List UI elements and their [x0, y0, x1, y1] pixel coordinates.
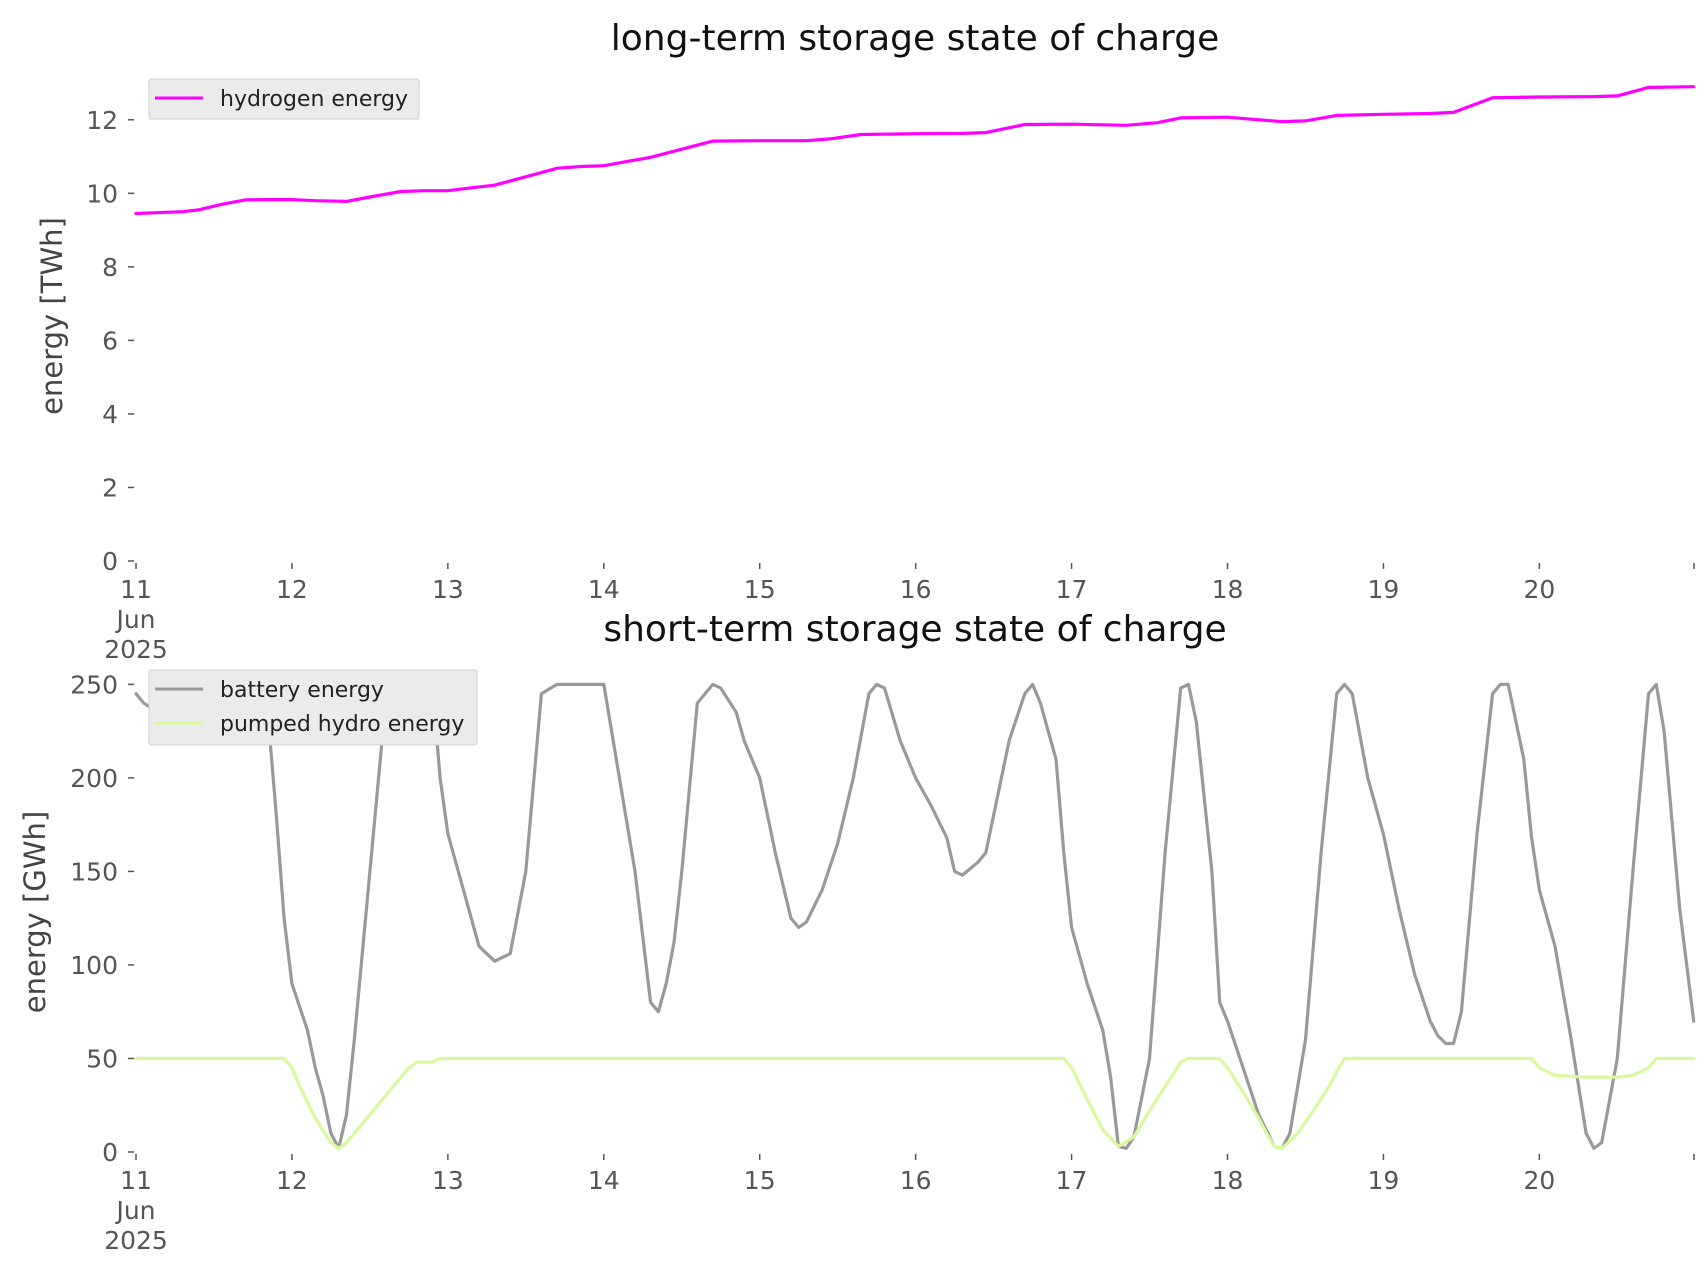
y-tick-label: 8 [102, 253, 118, 282]
chart-long-term: long-term storage state of charge energy… [35, 18, 1696, 664]
y-axis: 0 2 4 6 8 10 12 [86, 106, 134, 576]
x-tick-label: 15 [744, 1166, 776, 1195]
series-line-hydrogen-energy [134, 85, 1696, 216]
x-tick-label: 16 [900, 575, 932, 604]
legend: hydrogen energy [148, 78, 420, 120]
y-tick-label: 50 [86, 1044, 118, 1073]
y-axis-label: energy [TWh] [35, 217, 69, 415]
x-tick-label: 19 [1368, 575, 1400, 604]
y-tick-label: 200 [70, 764, 118, 793]
y-tick-label: 6 [102, 326, 118, 355]
x-tick-label: 17 [1056, 1166, 1088, 1195]
x-tick-label: 20 [1523, 575, 1555, 604]
x-tick-label: 18 [1212, 575, 1244, 604]
x-tick-label: 18 [1212, 1166, 1244, 1195]
x-tick-label: 17 [1056, 575, 1088, 604]
x-tick-label: 13 [432, 1166, 464, 1195]
x-tick-label: 13 [432, 575, 464, 604]
chart-title: long-term storage state of charge [611, 18, 1219, 59]
x-tick-label: 15 [744, 575, 776, 604]
y-tick-label: 2 [102, 473, 118, 502]
y-tick-label: 100 [70, 951, 118, 980]
x-tick-label: 11 [120, 1166, 152, 1195]
x-tick-label: 11 [120, 575, 152, 604]
chart-short-term: short-term storage state of charge energ… [18, 609, 1696, 1255]
y-tick-label: 4 [102, 400, 118, 429]
x-tick-label: 14 [588, 575, 620, 604]
y-tick-label: 0 [102, 547, 118, 576]
legend-label-hydrogen: hydrogen energy [220, 87, 408, 112]
y-tick-label: 12 [86, 106, 118, 135]
legend: battery energy pumped hydro energy [148, 669, 478, 746]
y-tick-label: 10 [86, 179, 118, 208]
legend-label-battery: battery energy [220, 678, 384, 703]
x-tick-label: 14 [588, 1166, 620, 1195]
y-axis-label: energy [GWh] [18, 811, 52, 1013]
x-tick-sublabel: 2025 [104, 635, 168, 664]
x-tick-label: 19 [1368, 1166, 1400, 1195]
legend-box [148, 78, 420, 120]
x-tick-label: 12 [276, 575, 308, 604]
x-tick-sublabel: Jun [114, 605, 155, 634]
y-tick-label: 150 [70, 857, 118, 886]
x-tick-label: 12 [276, 1166, 308, 1195]
y-tick-label: 250 [70, 670, 118, 699]
legend-box [148, 669, 478, 746]
series-line-pumped-hydro-energy [134, 1056, 1696, 1150]
x-tick-sublabel: Jun [114, 1196, 155, 1225]
y-axis: 0 50 100 150 200 250 [70, 670, 134, 1167]
x-tick-label: 16 [900, 1166, 932, 1195]
y-tick-label: 0 [102, 1138, 118, 1167]
chart-title: short-term storage state of charge [603, 609, 1226, 650]
plot-lines [134, 85, 1696, 216]
x-tick-label: 20 [1523, 1166, 1555, 1195]
x-tick-sublabel: 2025 [104, 1226, 168, 1255]
legend-label-pumped-hydro: pumped hydro energy [220, 712, 464, 737]
